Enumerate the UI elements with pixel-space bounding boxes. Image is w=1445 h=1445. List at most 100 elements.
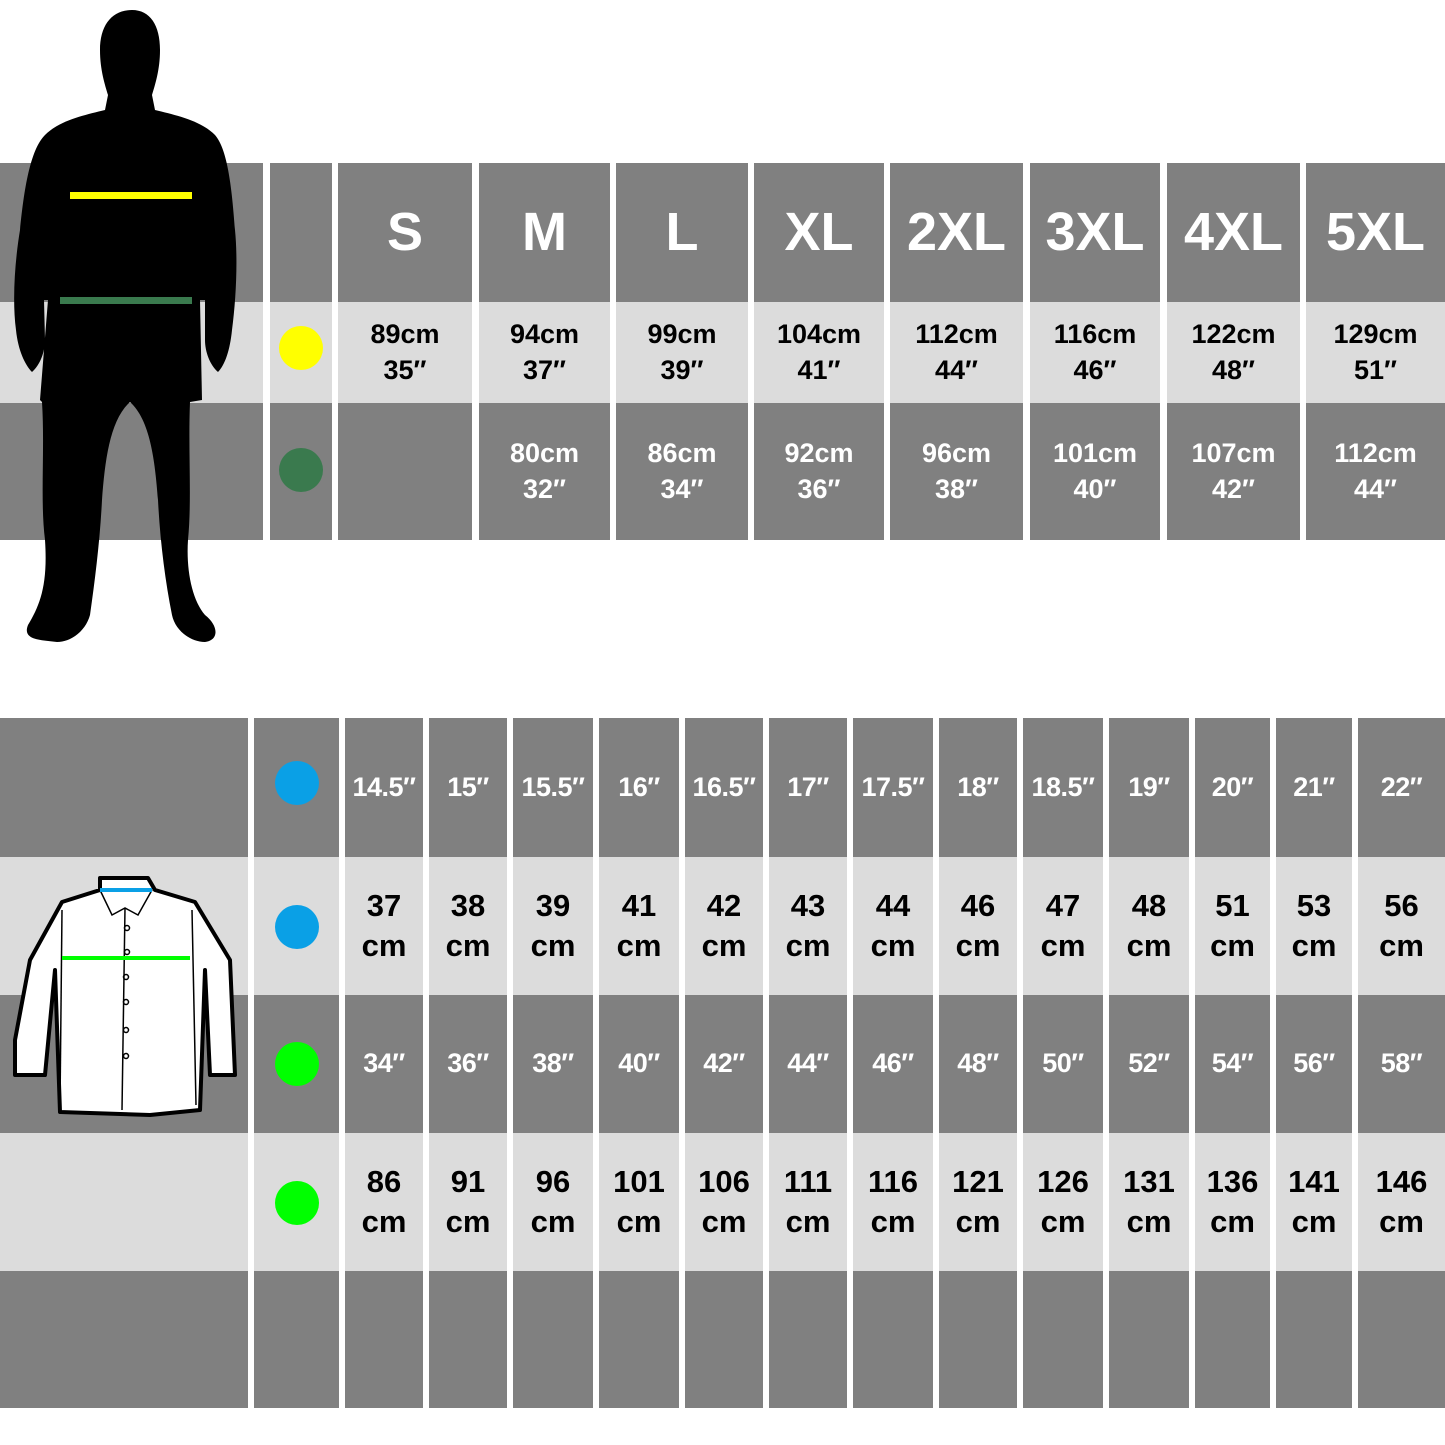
cm-value: 48 <box>1131 888 1167 924</box>
cm-value: 96 <box>535 1164 571 1200</box>
inch-value: 52″ <box>1128 1048 1170 1079</box>
inch-value: 54″ <box>1211 1048 1254 1079</box>
inch-value: 18″ <box>957 771 999 802</box>
chest-cell: 89cm 35″ <box>338 302 472 403</box>
collar-cm-cell: 53 cm <box>1276 857 1352 995</box>
unit-label: cm <box>530 928 576 963</box>
inch-value: 21″ <box>1293 771 1335 802</box>
blank-cell <box>1109 1271 1189 1408</box>
inch-value: 15″ <box>447 771 489 802</box>
waist-cell: 80cm 32″ <box>479 403 610 540</box>
inch-value: 40″ <box>618 1048 660 1079</box>
cm-value: 94cm <box>509 319 580 350</box>
male-silhouette-icon <box>14 10 237 642</box>
cm-value: 92cm <box>784 438 854 469</box>
chest-marker-dot <box>279 326 323 370</box>
size-label: M <box>522 202 567 263</box>
cm-value: 126 <box>1037 1164 1089 1200</box>
inch-value: 44″ <box>787 1048 829 1079</box>
size-label: S <box>386 202 424 263</box>
cm-value: 89cm <box>370 319 440 350</box>
cm-value: 96cm <box>921 438 992 469</box>
unit-label: cm <box>1291 1204 1337 1239</box>
inch-value: 32″ <box>523 473 566 504</box>
cm-value: 80cm <box>509 438 580 469</box>
unit-label: cm <box>870 1204 916 1239</box>
unit-label: cm <box>701 1204 747 1239</box>
chest-cm-cell: 86 cm <box>345 1133 423 1271</box>
chest-in-cell: 48″ <box>939 995 1017 1133</box>
cm-value: 101 <box>613 1164 665 1200</box>
size-header: 5XL <box>1306 163 1445 302</box>
unit-label: cm <box>445 1204 491 1239</box>
collar-cm-cell: 56 cm <box>1358 857 1445 995</box>
collar-cm-marker-dot <box>275 905 319 949</box>
chest-cm-cell: 91 cm <box>429 1133 507 1271</box>
cm-value: 101cm <box>1052 438 1138 469</box>
inch-value: 38″ <box>532 1048 574 1079</box>
chest-in-cell: 52″ <box>1109 995 1189 1133</box>
waist-marker-dot <box>279 448 323 492</box>
unit-label: cm <box>870 928 916 963</box>
chest-in-cell: 46″ <box>853 995 933 1133</box>
blank-cell <box>0 718 248 857</box>
unit-label: cm <box>1379 1204 1424 1239</box>
collar-cm-cell: 47 cm <box>1023 857 1103 995</box>
inch-value: 48″ <box>1212 354 1255 385</box>
cm-value: 99cm <box>647 319 717 350</box>
chest-in-cell: 38″ <box>513 995 593 1133</box>
chest-in-cell: 44″ <box>769 995 847 1133</box>
unit-label: cm <box>1040 1204 1086 1239</box>
cm-value: 91 <box>450 1164 486 1200</box>
collar-inch-marker-dot <box>275 761 319 805</box>
collar-cm-cell: 43 cm <box>769 857 847 995</box>
cm-value: 86 <box>366 1164 402 1200</box>
unit-label: cm <box>361 928 407 963</box>
inch-value: 36″ <box>797 473 841 504</box>
cm-value: 111 <box>783 1164 833 1200</box>
chest-cm-cell: 116 cm <box>853 1133 933 1271</box>
shirt-icon <box>13 876 237 1117</box>
collar-cm-cell: 51 cm <box>1195 857 1270 995</box>
inch-value: 58″ <box>1380 1048 1423 1079</box>
cm-value: 141 <box>1288 1164 1340 1200</box>
collar-in-cell: 19″ <box>1109 718 1189 857</box>
blank-cell <box>599 1271 679 1408</box>
inch-value: 20″ <box>1211 771 1254 802</box>
collar-in-cell: 16.5″ <box>685 718 763 857</box>
collar-cm-cell: 46 cm <box>939 857 1017 995</box>
blank-cell <box>1276 1271 1352 1408</box>
inch-value: 34″ <box>363 1048 405 1079</box>
chest-in-cell: 34″ <box>345 995 423 1133</box>
chest-cell: 94cm 37″ <box>479 302 610 403</box>
chest-cm-cell: 136 cm <box>1195 1133 1270 1271</box>
chest-cm-cell: 131 cm <box>1109 1133 1189 1271</box>
inch-value: 15.5″ <box>521 771 585 802</box>
blank-cell <box>939 1271 1017 1408</box>
cm-value: 39 <box>535 888 571 924</box>
cm-value: 51 <box>1215 888 1250 924</box>
inch-value: 17″ <box>787 771 829 802</box>
size-header: S <box>338 163 472 302</box>
inch-value: 56″ <box>1293 1048 1335 1079</box>
inch-value: 41″ <box>797 354 841 385</box>
inch-value: 14.5″ <box>352 771 416 802</box>
cm-value: 41 <box>621 888 657 924</box>
collar-in-cell: 17″ <box>769 718 847 857</box>
collar-in-cell: 18.5″ <box>1023 718 1103 857</box>
inch-value: 35″ <box>383 354 427 385</box>
chest-measure-line-shirt <box>62 956 190 960</box>
inch-value: 48″ <box>957 1048 999 1079</box>
inch-value: 18.5″ <box>1031 771 1095 802</box>
blank-cell <box>429 1271 507 1408</box>
chest-in-cell: 40″ <box>599 995 679 1133</box>
size-header: 3XL <box>1030 163 1160 302</box>
inch-value: 16″ <box>618 771 660 802</box>
inch-value: 19″ <box>1128 771 1170 802</box>
chest-cell: 129cm 51″ <box>1306 302 1445 403</box>
unit-label: cm <box>1210 928 1255 963</box>
blank-cell <box>1023 1271 1103 1408</box>
cm-value: 136 <box>1206 1164 1259 1200</box>
cm-value: 43 <box>790 888 826 924</box>
waist-cell: 107cm 42″ <box>1167 403 1300 540</box>
